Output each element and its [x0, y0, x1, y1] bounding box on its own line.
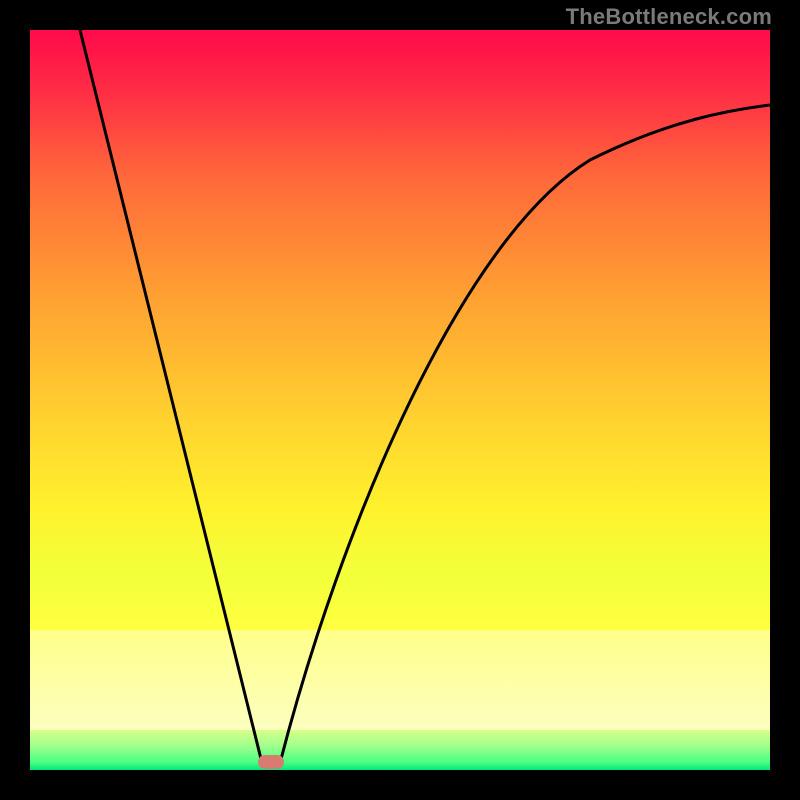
background-bottom-band [30, 730, 770, 770]
optimum-marker [258, 755, 284, 769]
chart-svg [30, 30, 770, 770]
background-pale-band [30, 630, 770, 730]
watermark-text: TheBottleneck.com [566, 4, 772, 30]
chart-frame: TheBottleneck.com [0, 0, 800, 800]
plot-area [30, 30, 770, 770]
background-main [30, 30, 770, 630]
